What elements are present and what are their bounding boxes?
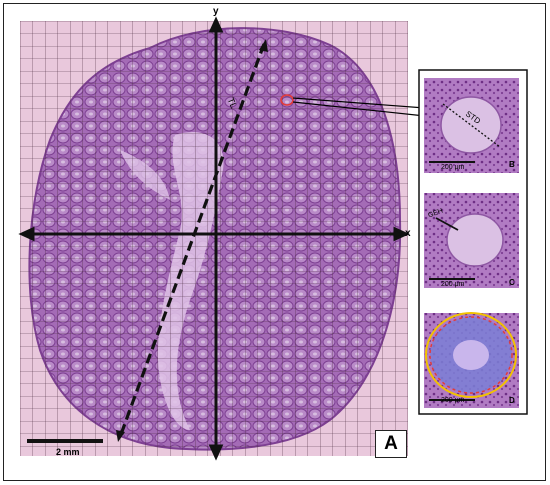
inset-d [424,312,519,408]
inset-c-scale-label: 200 μm [441,281,465,288]
inset-b [424,78,519,173]
selected-tubule-marker [280,94,294,106]
inset-c-label: C [509,278,515,287]
inset-b-label: B [509,160,515,169]
panel-label-a-box: A [375,430,407,458]
callout-line-top [292,97,426,109]
tl-arrow-bottom [116,430,125,442]
y-axis-arrow-top [208,16,224,33]
axis-x-label: x [405,228,411,239]
inset-d-label: D [509,396,515,405]
panel-label-a: A [384,433,398,454]
geh-measure-line [435,217,459,231]
tl-line-group [116,39,268,442]
tl-arrow-top [259,39,268,52]
inset-b-scale-label: 200 μm [441,164,465,171]
callout-line-bottom [292,101,426,117]
x-axis-arrow-left [18,226,35,242]
inset-c [424,193,519,288]
main-scale-label: 2 mm [56,447,80,457]
y-axis-arrow-bottom [208,444,224,461]
inset-d-scale-label: 200 μm [441,397,465,404]
grid-overlay [20,21,408,456]
axes [18,16,410,461]
x-axis-arrow-right [393,226,410,242]
tl-dashed-line [118,43,266,438]
axis-y-label: y [213,6,219,17]
